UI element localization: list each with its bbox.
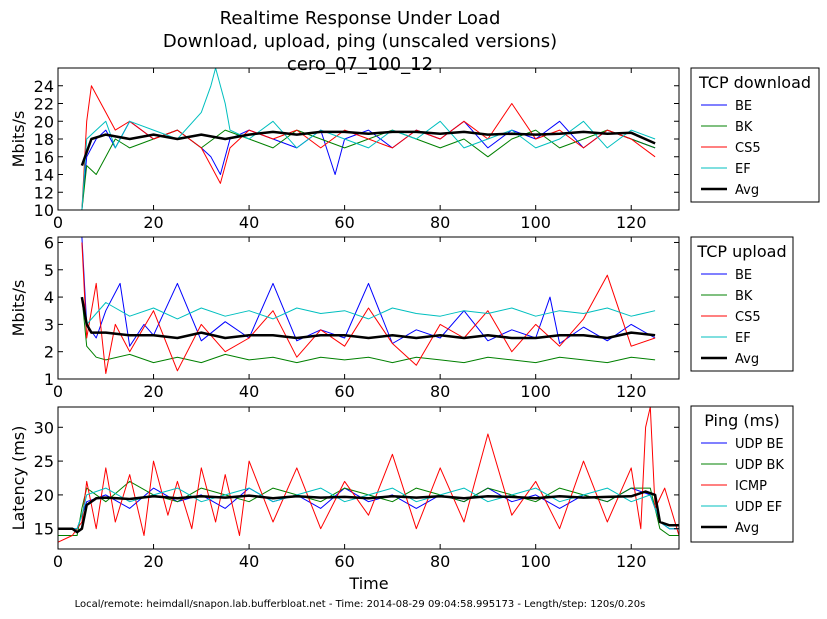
download-panel: 0 20 40 60 80 100 1201012141618202224Mbits/sTC… (9, 67, 820, 232)
y-tick-label-1-6: 6 (44, 233, 54, 252)
y-tick-label-0-22: 22 (34, 95, 54, 114)
x-tick-label-1-0: 0 (53, 382, 63, 401)
y-axis-label-0: Mbits/s (9, 111, 28, 168)
x-tick-label-1-40: 40 (239, 382, 259, 401)
x-tick-label-2-20: 20 (143, 552, 163, 571)
y-tick-label-1-5: 5 (44, 261, 54, 280)
legend-entry-tcp-download-avg: Avg (735, 183, 759, 198)
title-line-2: Download, upload, ping (unscaled version… (163, 31, 557, 52)
x-tick-label-2-0: 0 (53, 552, 63, 571)
legend-entry-tcp-upload-be: BE (735, 268, 752, 283)
y-axis-label-2: Latency (ms) (9, 426, 28, 531)
legend-entry-tcp-download-bk: BK (735, 120, 753, 135)
x-tick-label-0-100: 100 (520, 213, 551, 232)
legend-title-ping-ms: Ping (ms) (704, 411, 780, 430)
x-tick-label-1-100: 100 (520, 382, 551, 401)
legend-entry-tcp-upload-bk: BK (735, 289, 753, 304)
x-tick-label-1-20: 20 (143, 382, 163, 401)
series-line-tcp-upload-ef (81, 297, 656, 325)
footer-text: Local/remote: heimdall/snapon.lab.buffer… (75, 599, 646, 610)
x-tick-label-0-120: 120 (616, 213, 647, 232)
legend-box-tcp-download (690, 67, 820, 203)
y-tick-label-0-10: 10 (34, 201, 54, 220)
legend-entry-ping-ms-udp-be: UDP BE (735, 437, 784, 452)
legend-entry-ping-ms-udp-ef: UDP EF (735, 500, 782, 515)
y-tick-label-2-15: 15 (34, 520, 54, 539)
legend-entry-tcp-upload-avg: Avg (735, 352, 759, 367)
y-tick-label-0-24: 24 (34, 77, 54, 96)
legend-entry-tcp-download-be: BE (735, 99, 752, 114)
series-line-tcp-upload-avg (80, 296, 656, 340)
plot-frame-1 (57, 236, 680, 380)
series-line-tcp-upload-cs5 (81, 242, 656, 374)
x-tick-label-0-80: 80 (430, 213, 450, 232)
legend-box-tcp-upload (690, 236, 794, 372)
y-tick-label-0-16: 16 (34, 148, 54, 167)
series-line-tcp-upload-be (81, 237, 656, 347)
series-line-tcp-download-avg (80, 130, 656, 167)
series-line-ping-ms-avg (58, 490, 679, 534)
legend-entry-tcp-download-ef: EF (735, 162, 751, 177)
ping-panel: 0 20 40 60 80 100 120 15 20 25 30 Latency (ms) Ping … (9, 405, 794, 571)
y-tick-label-0-18: 18 (34, 130, 54, 149)
y-tick-label-0-12: 12 (34, 183, 54, 202)
x-tick-label-2-100: 100 (520, 552, 551, 571)
x-tick-label-0-20: 20 (143, 213, 163, 232)
legend-box-ping-ms (690, 405, 794, 543)
y-tick-label-2-30: 30 (34, 418, 54, 437)
y-tick-label-1-3: 3 (44, 315, 54, 334)
x-tick-label-2-120: 120 (616, 552, 647, 571)
legend-entry-tcp-upload-cs5: CS5 (735, 310, 761, 325)
y-tick-label-1-2: 2 (44, 343, 54, 362)
x-axis-label: Time (348, 574, 388, 593)
y-tick-label-1-4: 4 (44, 288, 54, 307)
x-tick-label-0-60: 60 (334, 213, 354, 232)
legend-entry-tcp-upload-ef: EF (735, 331, 751, 346)
legend-entry-ping-ms-avg: Avg (735, 521, 759, 536)
legend-entry-tcp-download-cs5: CS5 (735, 141, 761, 156)
x-tick-label-1-120: 120 (616, 382, 647, 401)
title-line-1: Realtime Response Under Load (220, 8, 501, 29)
series-line-ping-ms-icmp (58, 407, 679, 543)
x-tick-label-2-60: 60 (334, 552, 354, 571)
x-tick-label-2-80: 80 (430, 552, 450, 571)
series-line-tcp-download-bk (81, 129, 656, 210)
upload-panel: 0 20 40 60 80 100 120 1 2 3 4 5 6 Mbits/s TCP upload BE… (9, 233, 794, 401)
x-tick-label-1-60: 60 (334, 382, 354, 401)
x-tick-label-0-0: 0 (53, 213, 63, 232)
series-line-ping-ms-udp-ef (58, 487, 679, 530)
y-axis-label-1: Mbits/s (9, 280, 28, 337)
x-tick-label-2-40: 40 (239, 552, 259, 571)
legend-title-tcp-download: TCP download (698, 73, 811, 92)
legend-title-tcp-upload: TCP upload (696, 242, 786, 261)
y-tick-label-0-14: 14 (34, 166, 54, 185)
series-line-tcp-upload-bk (81, 297, 656, 364)
x-tick-label-0-40: 40 (239, 213, 259, 232)
y-tick-label-1-1: 1 (44, 370, 54, 389)
y-tick-label-0-20: 20 (34, 112, 54, 131)
x-tick-label-1-80: 80 (430, 382, 450, 401)
plot-frame-2 (57, 406, 680, 550)
legend-entry-ping-ms-udp-bk: UDP BK (735, 458, 784, 473)
legend-entry-ping-ms-icmp: ICMP (735, 479, 767, 494)
series-line-tcp-download-ef (81, 68, 656, 210)
title-line-3: cero_07_100_12 (287, 54, 433, 75)
y-tick-label-2-25: 25 (34, 452, 54, 471)
y-tick-label-2-20: 20 (34, 486, 54, 505)
